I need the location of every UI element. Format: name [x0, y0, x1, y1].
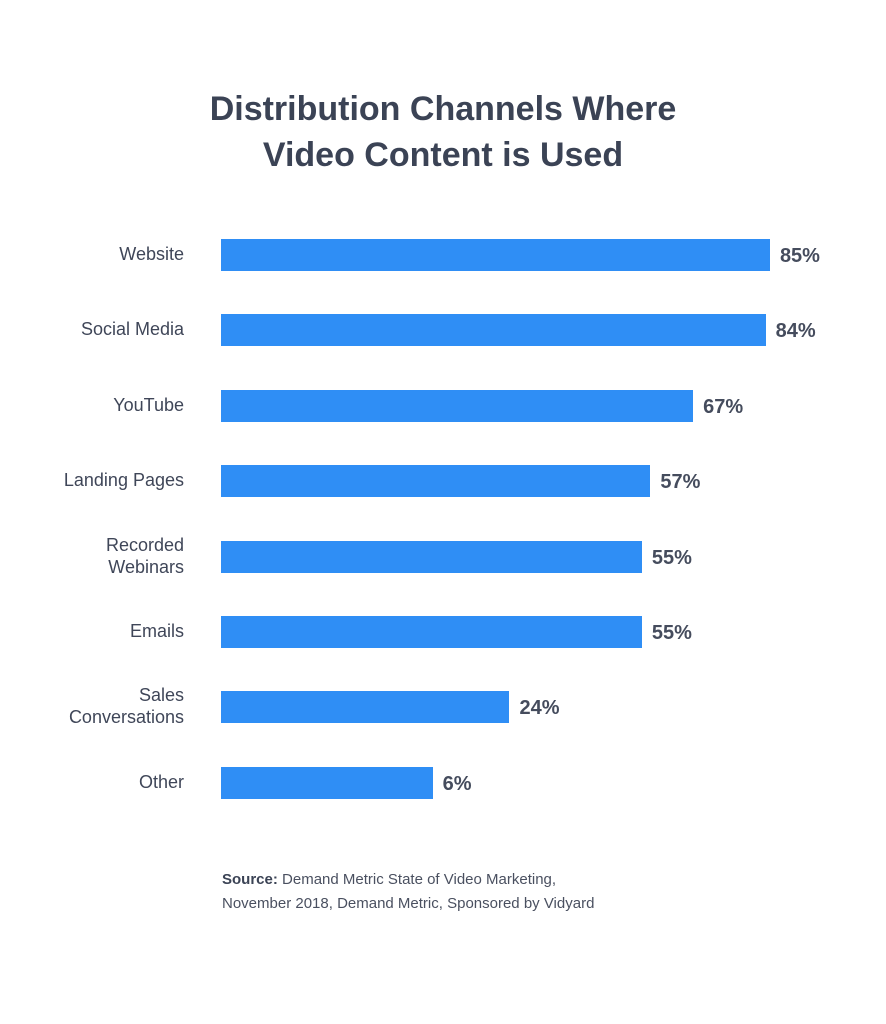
category-label: Website	[119, 244, 184, 264]
data-label: 57%	[660, 471, 701, 494]
bar	[221, 540, 642, 573]
bar	[221, 766, 433, 799]
category-label: Recorded Webinars	[105, 534, 184, 577]
category-label: Social Media	[80, 319, 184, 340]
bar	[221, 239, 770, 271]
data-label: 67%	[703, 395, 744, 418]
category-label: YouTube	[113, 394, 184, 415]
category-label: Other	[138, 771, 184, 792]
category-label: Sales Conversations	[68, 685, 184, 728]
bar	[221, 389, 694, 422]
data-label: 84%	[775, 320, 816, 343]
data-label: 85%	[779, 245, 820, 267]
source-text-line-1: Demand Metric State of Video Marketing,	[282, 871, 557, 888]
category-label: Emails	[129, 621, 184, 641]
data-label: 24%	[519, 697, 560, 720]
data-label: 55%	[651, 622, 692, 644]
bar	[221, 465, 651, 498]
source-note: Source: Demand Metric State of Video Mar…	[222, 868, 594, 916]
bar	[221, 314, 766, 347]
chart-title-line-1: Distribution Channels Where	[209, 90, 677, 128]
bar	[221, 616, 642, 648]
data-label: 6%	[442, 772, 472, 795]
data-label: 55%	[651, 546, 692, 569]
chart-title: Distribution Channels Where Video Conten…	[0, 86, 886, 178]
category-label: Landing Pages	[63, 470, 184, 491]
chart-title-line-2: Video Content is Used	[262, 136, 624, 174]
source-text-line-2: November 2018, Demand Metric, Sponsored …	[222, 895, 595, 912]
source-label: Source:	[222, 871, 278, 888]
bar	[221, 691, 510, 724]
